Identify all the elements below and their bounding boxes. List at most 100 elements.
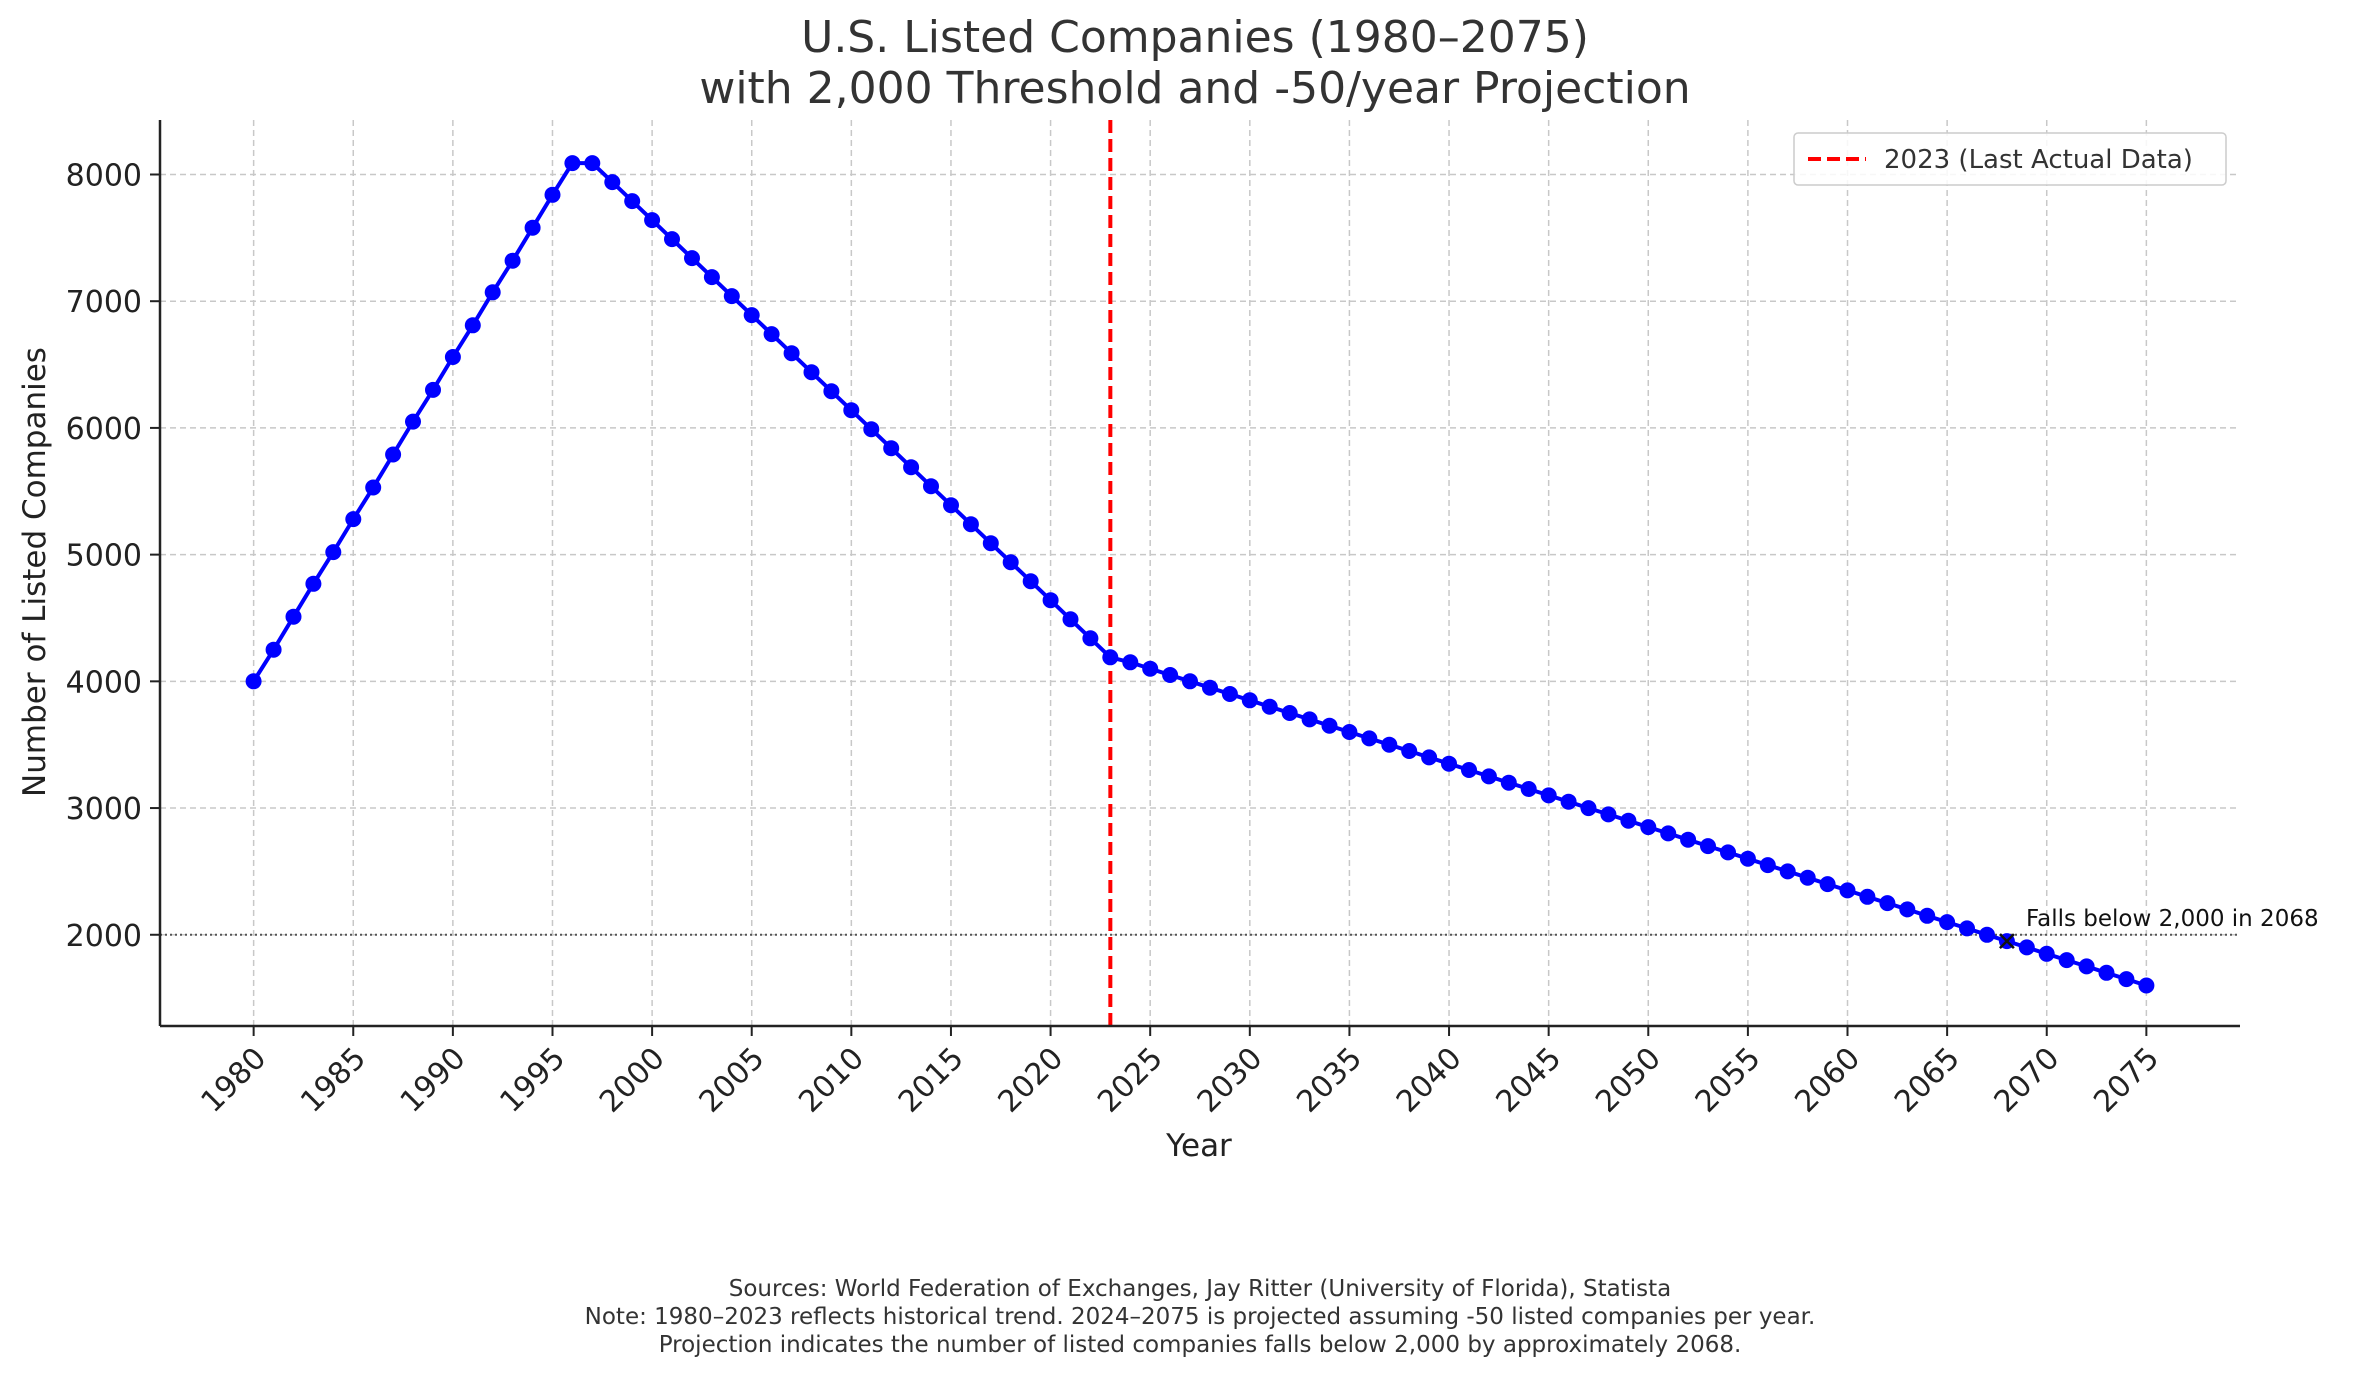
x-tick-label: 2030 — [1191, 1041, 1270, 1120]
axes — [150, 120, 2240, 1036]
data-point — [484, 284, 501, 301]
series-line — [251, 161, 2148, 988]
annotation-marker — [1999, 933, 2015, 949]
data-point — [1700, 838, 1716, 855]
y-tick-label: 7000 — [66, 285, 142, 320]
data-point — [1102, 649, 1119, 666]
y-tick-label: 2000 — [66, 919, 142, 954]
y-tick-label: 3000 — [66, 792, 142, 827]
threshold-annotation: Falls below 2,000 in 2068 — [2026, 906, 2319, 932]
data-point — [1022, 573, 1039, 590]
data-point — [2018, 939, 2035, 956]
data-point — [903, 459, 920, 476]
data-point — [1381, 736, 1398, 753]
data-point — [2038, 945, 2055, 962]
x-tick-label: 2075 — [2087, 1041, 2166, 1120]
x-tick-label: 1985 — [294, 1041, 373, 1120]
data-point — [1162, 667, 1179, 683]
data-point — [265, 641, 282, 658]
data-point — [2138, 977, 2155, 994]
x-tick-label: 1980 — [195, 1041, 274, 1120]
data-point — [1421, 749, 1438, 766]
y-tick-label: 6000 — [66, 412, 142, 447]
data-point — [1341, 724, 1358, 740]
data-point — [1540, 787, 1557, 804]
data-point — [1082, 630, 1099, 647]
data-point — [1361, 730, 1378, 747]
data-point — [823, 383, 840, 400]
x-tick-label: 1990 — [394, 1041, 473, 1120]
data-point — [1839, 882, 1856, 899]
footer-sources: Sources: World Federation of Exchanges, … — [729, 1276, 1671, 1302]
data-point — [1720, 844, 1736, 861]
data-point — [863, 421, 880, 438]
x-tick-label: 2005 — [693, 1041, 772, 1120]
data-point — [1680, 831, 1697, 848]
data-point — [803, 364, 820, 381]
data-point — [1261, 698, 1278, 715]
data-point — [1560, 793, 1577, 810]
data-point — [365, 479, 382, 496]
data-point — [923, 478, 939, 495]
data-point — [1221, 686, 1238, 702]
data-point — [1580, 800, 1597, 817]
data-point — [345, 511, 362, 528]
tick-labels: 1980 1985 1990 1995 2000 2005 2010 2015 2020 2025… — [66, 158, 2166, 1119]
data-point — [1979, 926, 1995, 943]
x-tick-label: 2015 — [892, 1041, 971, 1120]
data-point — [464, 317, 481, 334]
x-tick-label: 2040 — [1390, 1041, 1469, 1120]
data-point — [883, 440, 900, 457]
data-point — [644, 212, 661, 229]
data-point — [1600, 806, 1617, 823]
data-point — [1759, 857, 1776, 874]
data-point — [763, 326, 780, 343]
x-tick-label: 2070 — [1988, 1041, 2067, 1120]
data-point — [245, 673, 262, 690]
data-point — [1859, 888, 1876, 905]
x-axis-label: Year — [1165, 1128, 1232, 1164]
data-point — [943, 497, 959, 514]
legend: 2023 (Last Actual Data) — [1793, 132, 2227, 186]
data-point — [1660, 825, 1677, 842]
data-point — [1819, 876, 1836, 893]
data-point — [743, 307, 760, 324]
data-point — [604, 174, 621, 191]
series-layer — [245, 155, 2155, 994]
data-point — [2078, 958, 2095, 975]
footer-projection: Projection indicates the number of liste… — [659, 1332, 1742, 1358]
data-point — [1939, 914, 1956, 931]
data-point — [1879, 895, 1896, 912]
data-point — [1620, 812, 1637, 829]
x-tick-label: 2050 — [1589, 1041, 1668, 1120]
data-point — [544, 186, 561, 203]
y-tick-label: 5000 — [66, 539, 142, 574]
reference-lines — [160, 120, 2240, 1026]
footer-note: Note: 1980–2023 reflects historical tren… — [585, 1304, 1816, 1330]
data-point — [783, 345, 800, 362]
data-point — [1799, 869, 1816, 886]
data-point — [1401, 743, 1418, 759]
chart-title-line-2: with 2,000 Threshold and -50/year Projec… — [699, 63, 1690, 114]
chart-title-line-1: U.S. Listed Companies (1980–2075) — [801, 12, 1589, 63]
data-point — [1321, 717, 1338, 734]
data-point — [1480, 768, 1497, 785]
y-tick-label: 8000 — [66, 158, 142, 193]
data-point — [1959, 920, 1975, 937]
data-point — [524, 219, 541, 236]
data-point — [1500, 774, 1517, 791]
data-point — [1002, 554, 1019, 571]
data-point — [843, 402, 860, 419]
data-point — [425, 381, 441, 398]
data-point — [1461, 762, 1477, 778]
data-point — [1182, 673, 1198, 690]
data-point — [2098, 964, 2115, 981]
data-point — [1919, 907, 1936, 924]
y-axis-label: Number of Listed Companies — [17, 347, 53, 797]
data-point — [405, 413, 421, 430]
x-tick-label: 2055 — [1689, 1041, 1768, 1120]
x-tick-label: 2045 — [1490, 1041, 1569, 1120]
data-point — [1520, 781, 1537, 797]
data-point — [1441, 755, 1457, 772]
data-point — [584, 155, 601, 172]
